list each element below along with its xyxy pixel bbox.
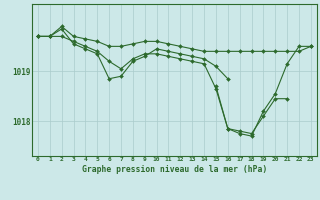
X-axis label: Graphe pression niveau de la mer (hPa): Graphe pression niveau de la mer (hPa) xyxy=(82,165,267,174)
